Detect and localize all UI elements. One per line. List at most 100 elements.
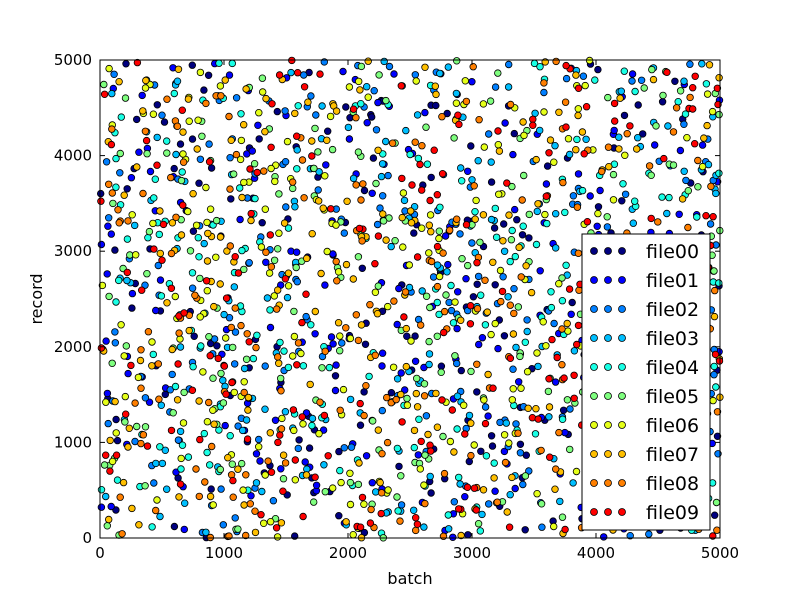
scatter-point-file09 [107,140,116,149]
scatter-point-file05 [464,261,472,270]
scatter-point-file09 [229,476,237,485]
scatter-point-file00 [227,195,235,203]
scatter-point-file03 [108,89,116,98]
scatter-point-file03 [281,408,290,416]
scatter-point-file04 [253,331,261,339]
scatter-point-file08 [108,189,116,197]
scatter-point-file08 [225,112,233,121]
scatter-point-file07 [413,403,422,411]
scatter-point-file05 [458,255,466,263]
scatter-point-file02 [104,419,112,428]
scatter-point-file08 [412,526,420,535]
scatter-point-file04 [558,415,567,423]
scatter-point-file03 [200,239,208,248]
scatter-point-file06 [555,280,563,288]
scatter-point-file05 [143,149,151,158]
scatter-point-file00 [123,185,131,193]
scatter-point-file04 [156,443,164,451]
scatter-point-file05 [391,236,399,245]
scatter-point-file08 [232,150,241,159]
scatter-point-file06 [346,469,354,477]
scatter-point-file04 [237,110,245,118]
scatter-point-file07 [678,195,687,203]
scatter-point-file09 [397,82,405,90]
scatter-point-file02 [282,203,290,211]
scatter-point-file07 [397,390,405,399]
scatter-point-file00 [594,65,602,74]
scatter-point-file07 [432,389,440,398]
scatter-point-file07 [106,436,114,445]
scatter-point-file05 [100,461,109,469]
scatter-point-file00 [96,189,105,198]
scatter-point-file07 [515,243,523,252]
scatter-point-file02 [110,70,118,78]
scatter-point-file06 [179,419,188,427]
scatter-point-file08 [332,257,340,266]
scatter-point-file03 [582,135,590,143]
scatter-point-file07 [227,136,235,144]
scatter-point-file09 [548,335,556,344]
scatter-point-file06 [349,531,357,539]
scatter-point-file02 [245,259,253,267]
scatter-point-file01 [675,210,683,218]
scatter-point-file06 [199,368,207,376]
scatter-point-file08 [623,129,631,138]
scatter-point-file00 [427,173,435,182]
scatter-point-file01 [628,70,637,78]
scatter-point-file09 [289,406,298,414]
scatter-point-file02 [232,94,241,102]
scatter-point-file08 [118,530,126,538]
legend-marker [618,334,626,342]
scatter-point-file02 [509,365,517,373]
scatter-point-file04 [444,511,452,519]
scatter-point-file08 [281,459,290,467]
scatter-point-file04 [112,154,120,163]
scatter-point-file04 [547,288,555,296]
scatter-point-file06 [581,81,589,90]
scatter-point-file00 [342,103,350,111]
scatter-point-file02 [378,406,386,415]
scatter-point-file06 [399,243,407,251]
scatter-point-file09 [573,340,581,349]
scatter-point-file02 [499,273,507,281]
scatter-point-file09 [302,290,310,298]
scatter-point-file08 [251,507,259,515]
scatter-point-file06 [291,476,299,484]
scatter-point-file02 [154,261,162,270]
scatter-point-file04 [631,197,639,205]
scatter-point-file06 [460,401,468,409]
scatter-point-file06 [176,335,184,343]
scatter-point-file08 [137,439,145,448]
scatter-point-file04 [453,425,461,433]
scatter-point-file03 [506,491,514,499]
scatter-point-file07 [427,227,435,236]
scatter-point-file09 [489,384,497,392]
scatter-point-file05 [474,520,483,528]
scatter-point-file09 [647,214,655,223]
scatter-point-file07 [142,76,150,85]
scatter-point-file08 [510,309,518,318]
scatter-point-file08 [574,249,583,257]
scatter-point-file08 [433,282,442,291]
scatter-point-file06 [399,189,408,197]
scatter-point-file06 [196,313,204,321]
scatter-point-file08 [473,305,482,313]
scatter-point-file03 [315,168,323,176]
scatter-point-file09 [691,72,699,80]
scatter-point-file07 [357,321,366,329]
scatter-point-file01 [610,126,618,135]
scatter-point-file01 [453,324,461,333]
scatter-point-file06 [255,443,263,451]
scatter-point-file00 [153,101,161,109]
scatter-point-file03 [420,523,428,531]
scatter-point-file08 [252,343,260,352]
scatter-point-file04 [591,76,599,84]
scatter-point-file04 [519,222,527,230]
scatter-point-file09 [416,160,424,169]
scatter-point-file00 [207,485,215,493]
scatter-point-file04 [205,461,214,469]
scatter-point-file03 [387,242,395,251]
scatter-point-file06 [267,164,275,173]
scatter-point-file06 [480,396,488,404]
